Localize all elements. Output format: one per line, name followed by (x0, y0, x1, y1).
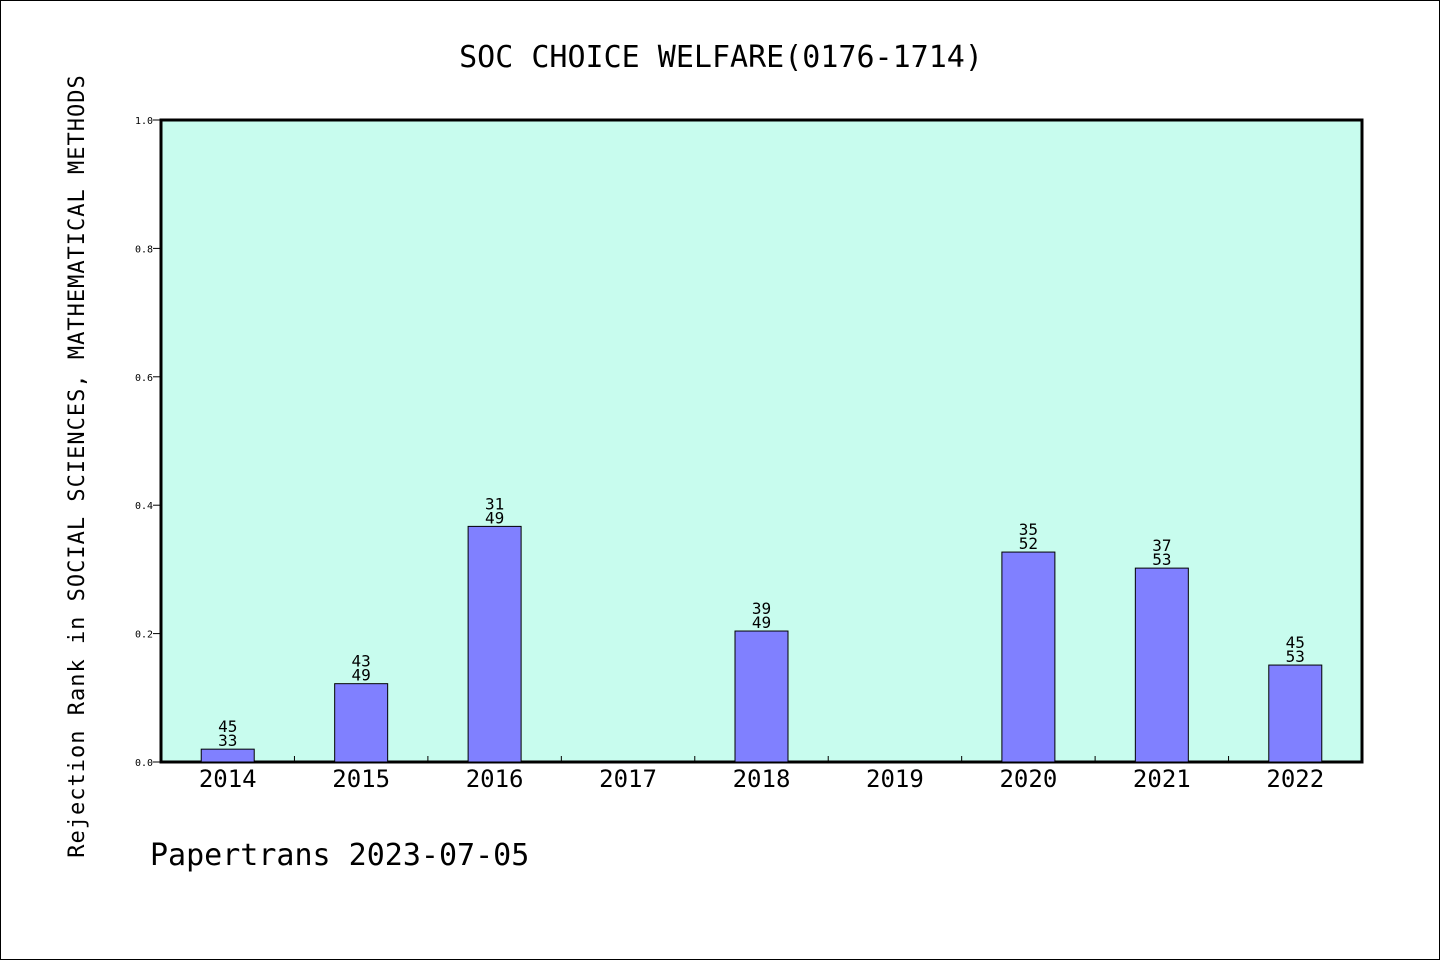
bar-label-upper: 35 (1019, 520, 1038, 539)
x-tick-label: 2022 (1266, 765, 1324, 793)
x-tick-label: 2015 (332, 765, 390, 793)
x-tick-label: 2021 (1133, 765, 1191, 793)
bar-label-lower: 53 (1286, 647, 1305, 666)
y-axis-label: Rejection Rank in SOCIAL SCIENCES, MATHE… (65, 74, 90, 857)
bar-label-upper: 45 (1286, 633, 1305, 652)
bar-label-lower: 49 (752, 613, 771, 632)
y-axis-ticks: 0.0 0.2 0.4 0.6 0.8 1.0 (135, 116, 161, 769)
bar-label-upper: 39 (752, 599, 771, 618)
bar-label-upper: 45 (218, 717, 237, 736)
y-tick-label: 0.4 (135, 501, 153, 512)
bar-2020 (1001, 551, 1056, 763)
bar-2014 (200, 748, 255, 763)
y-tick-label: 1.0 (135, 116, 153, 127)
bar-label-lower: 52 (1019, 534, 1038, 553)
y-tick-label: 0.8 (135, 244, 153, 255)
bar-label-upper: 43 (352, 652, 371, 671)
bar-label-lower: 33 (218, 731, 237, 750)
chart-title: SOC CHOICE WELFARE(0176-1714) (459, 40, 983, 75)
bar-label-lower: 49 (352, 666, 371, 685)
x-tick-label: 2020 (999, 765, 1057, 793)
x-tick-label: 2014 (199, 765, 257, 793)
bar-2015 (334, 683, 389, 763)
bar-label-lower: 53 (1152, 550, 1171, 569)
x-tick-label: 2018 (733, 765, 791, 793)
x-tick-label: 2017 (599, 765, 657, 793)
bar-label-upper: 37 (1152, 536, 1171, 555)
y-tick-label: 0.2 (135, 630, 153, 641)
bar-label-lower: 49 (485, 508, 504, 527)
footer-text: Papertrans 2023-07-05 (150, 838, 529, 873)
bar-label-upper: 31 (485, 494, 504, 513)
y-tick-label: 0.0 (135, 758, 153, 769)
y-tick-label: 0.6 (135, 373, 153, 384)
x-axis-ticks: 2014 2015 2016 2017 2018 2019 2020 2021 2022 (199, 756, 1324, 793)
bar-2022 (1268, 664, 1323, 763)
bar-2021 (1134, 567, 1189, 763)
x-tick-label: 2016 (466, 765, 524, 793)
bar-2018 (734, 630, 789, 763)
bar-2016 (467, 525, 522, 763)
x-tick-label: 2019 (866, 765, 924, 793)
